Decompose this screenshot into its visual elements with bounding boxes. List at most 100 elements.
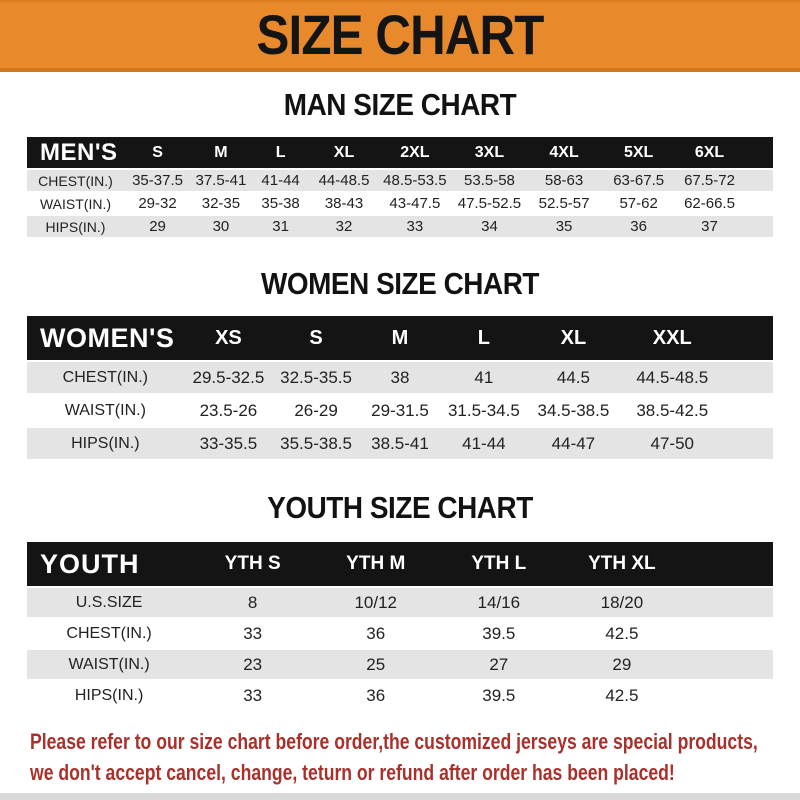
table-cell: 34 [452, 214, 527, 239]
column-header: XXL [620, 316, 725, 362]
table-cell: 44-47 [526, 426, 621, 461]
table-cell: 35 [526, 214, 602, 239]
table-cell: 53.5-58 [452, 168, 527, 193]
table-row: WAIST(IN.) 29-32 32-35 35-38 38-43 43-47.5 47.… [27, 191, 773, 216]
row-label: WAIST(IN.) [27, 393, 184, 428]
table-row: HIPS(IN.) 33-35.5 35.5-38.5 38.5-41 41-44 44-… [27, 426, 773, 461]
table-cell: 27 [437, 648, 561, 681]
column-header: XL [526, 316, 621, 362]
table-cell: 18/20 [560, 586, 684, 619]
footer-line-2: we don't accept cancel, change, teturn o… [30, 760, 675, 785]
row-label: U.S.SIZE [27, 586, 192, 619]
table-cell: 48.5-53.5 [377, 168, 453, 193]
table-cell: 33 [191, 679, 315, 712]
table-title: MEN'S [27, 137, 124, 170]
spacer-cell [724, 360, 773, 395]
row-label: WAIST(IN.) [27, 191, 124, 216]
table-cell: 47.5-52.5 [452, 191, 527, 216]
table-cell: 43-47.5 [377, 191, 453, 216]
table-cell: 37 [675, 214, 744, 239]
table-row: WAIST(IN.) 23 25 27 29 [27, 648, 773, 681]
row-label: HIPS(IN.) [27, 426, 184, 461]
table-cell: 38.5-41 [358, 426, 441, 461]
table-cell: 47-50 [620, 426, 725, 461]
column-header: S [273, 316, 359, 362]
footer-note: Please refer to our size chart before or… [30, 726, 800, 788]
table-row: CHEST(IN.) 33 36 39.5 42.5 [27, 617, 773, 650]
table-cell: 32 [310, 214, 378, 239]
table-cell: 37.5-41 [191, 168, 251, 193]
table-cell: 31 [250, 214, 311, 239]
column-header: 2XL [377, 137, 453, 170]
table-header-row: YOUTH YTH S YTH M YTH L YTH XL [27, 542, 773, 588]
table-row: CHEST(IN.) 35-37.5 37.5-41 41-44 44-48.5 48.5… [27, 168, 773, 193]
table-cell: 32-35 [191, 191, 251, 216]
table-cell: 62-66.5 [675, 191, 744, 216]
column-header: L [250, 137, 311, 170]
footer-line-1: Please refer to our size chart before or… [30, 729, 758, 754]
row-label: HIPS(IN.) [27, 679, 192, 712]
row-label: CHEST(IN.) [27, 617, 192, 650]
table-cell: 41 [441, 360, 527, 395]
table-cell: 36 [601, 214, 676, 239]
column-header: 4XL [526, 137, 602, 170]
banner: SIZE CHART [0, 0, 800, 72]
column-header: XS [183, 316, 274, 362]
spacer-cell [743, 168, 773, 193]
table-cell: 8 [191, 586, 315, 619]
table-cell: 36 [314, 617, 438, 650]
table-cell: 57-62 [601, 191, 676, 216]
men-size-table: MEN'S S M L XL 2XL 3XL 4XL 5XL 6XL CHEST(IN.) 35-3… [27, 137, 773, 239]
column-header: S [123, 137, 192, 170]
table-cell: 52.5-57 [526, 191, 602, 216]
banner-title: SIZE CHART [256, 3, 545, 66]
spacer-cell [743, 137, 773, 170]
spacer-cell [724, 316, 773, 362]
table-cell: 38-43 [310, 191, 378, 216]
table-cell: 38.5-42.5 [620, 393, 725, 428]
table-cell: 67.5-72 [675, 168, 744, 193]
table-cell: 29.5-32.5 [183, 360, 274, 395]
table-cell: 35.5-38.5 [273, 426, 359, 461]
column-header: YTH M [314, 542, 438, 588]
table-cell: 42.5 [560, 679, 684, 712]
table-cell: 29-31.5 [358, 393, 441, 428]
table-cell: 23 [191, 648, 315, 681]
table-title: WOMEN'S [27, 316, 184, 362]
table-cell: 29-32 [123, 191, 192, 216]
row-label: CHEST(IN.) [27, 360, 184, 395]
table-row: WAIST(IN.) 23.5-26 26-29 29-31.5 31.5-34.5 34… [27, 393, 773, 428]
column-header: YTH S [191, 542, 315, 588]
table-cell: 34.5-38.5 [526, 393, 621, 428]
spacer-cell [683, 586, 773, 619]
table-cell: 35-37.5 [123, 168, 192, 193]
column-header: 3XL [452, 137, 527, 170]
table-cell: 41-44 [250, 168, 311, 193]
table-cell: 44-48.5 [310, 168, 378, 193]
row-label: CHEST(IN.) [27, 168, 124, 193]
column-header: M [191, 137, 251, 170]
table-cell: 33-35.5 [183, 426, 274, 461]
table-cell: 44.5 [526, 360, 621, 395]
table-cell: 23.5-26 [183, 393, 274, 428]
section-title-women: WOMEN SIZE CHART [261, 266, 539, 301]
row-label: HIPS(IN.) [27, 214, 124, 239]
table-cell: 32.5-35.5 [273, 360, 359, 395]
column-header: XL [310, 137, 378, 170]
table-cell: 33 [191, 617, 315, 650]
column-header: L [441, 316, 527, 362]
table-header-row: MEN'S S M L XL 2XL 3XL 4XL 5XL 6XL [27, 137, 773, 170]
spacer-cell [724, 426, 773, 461]
spacer-cell [724, 393, 773, 428]
table-cell: 33 [377, 214, 453, 239]
spacer-cell [683, 679, 773, 712]
table-cell: 25 [314, 648, 438, 681]
table-header-row: WOMEN'S XS S M L XL XXL [27, 316, 773, 362]
table-cell: 31.5-34.5 [441, 393, 527, 428]
table-cell: 14/16 [437, 586, 561, 619]
spacer-cell [683, 648, 773, 681]
section-title-youth: YOUTH SIZE CHART [267, 490, 533, 525]
table-cell: 39.5 [437, 679, 561, 712]
column-header: 6XL [675, 137, 744, 170]
